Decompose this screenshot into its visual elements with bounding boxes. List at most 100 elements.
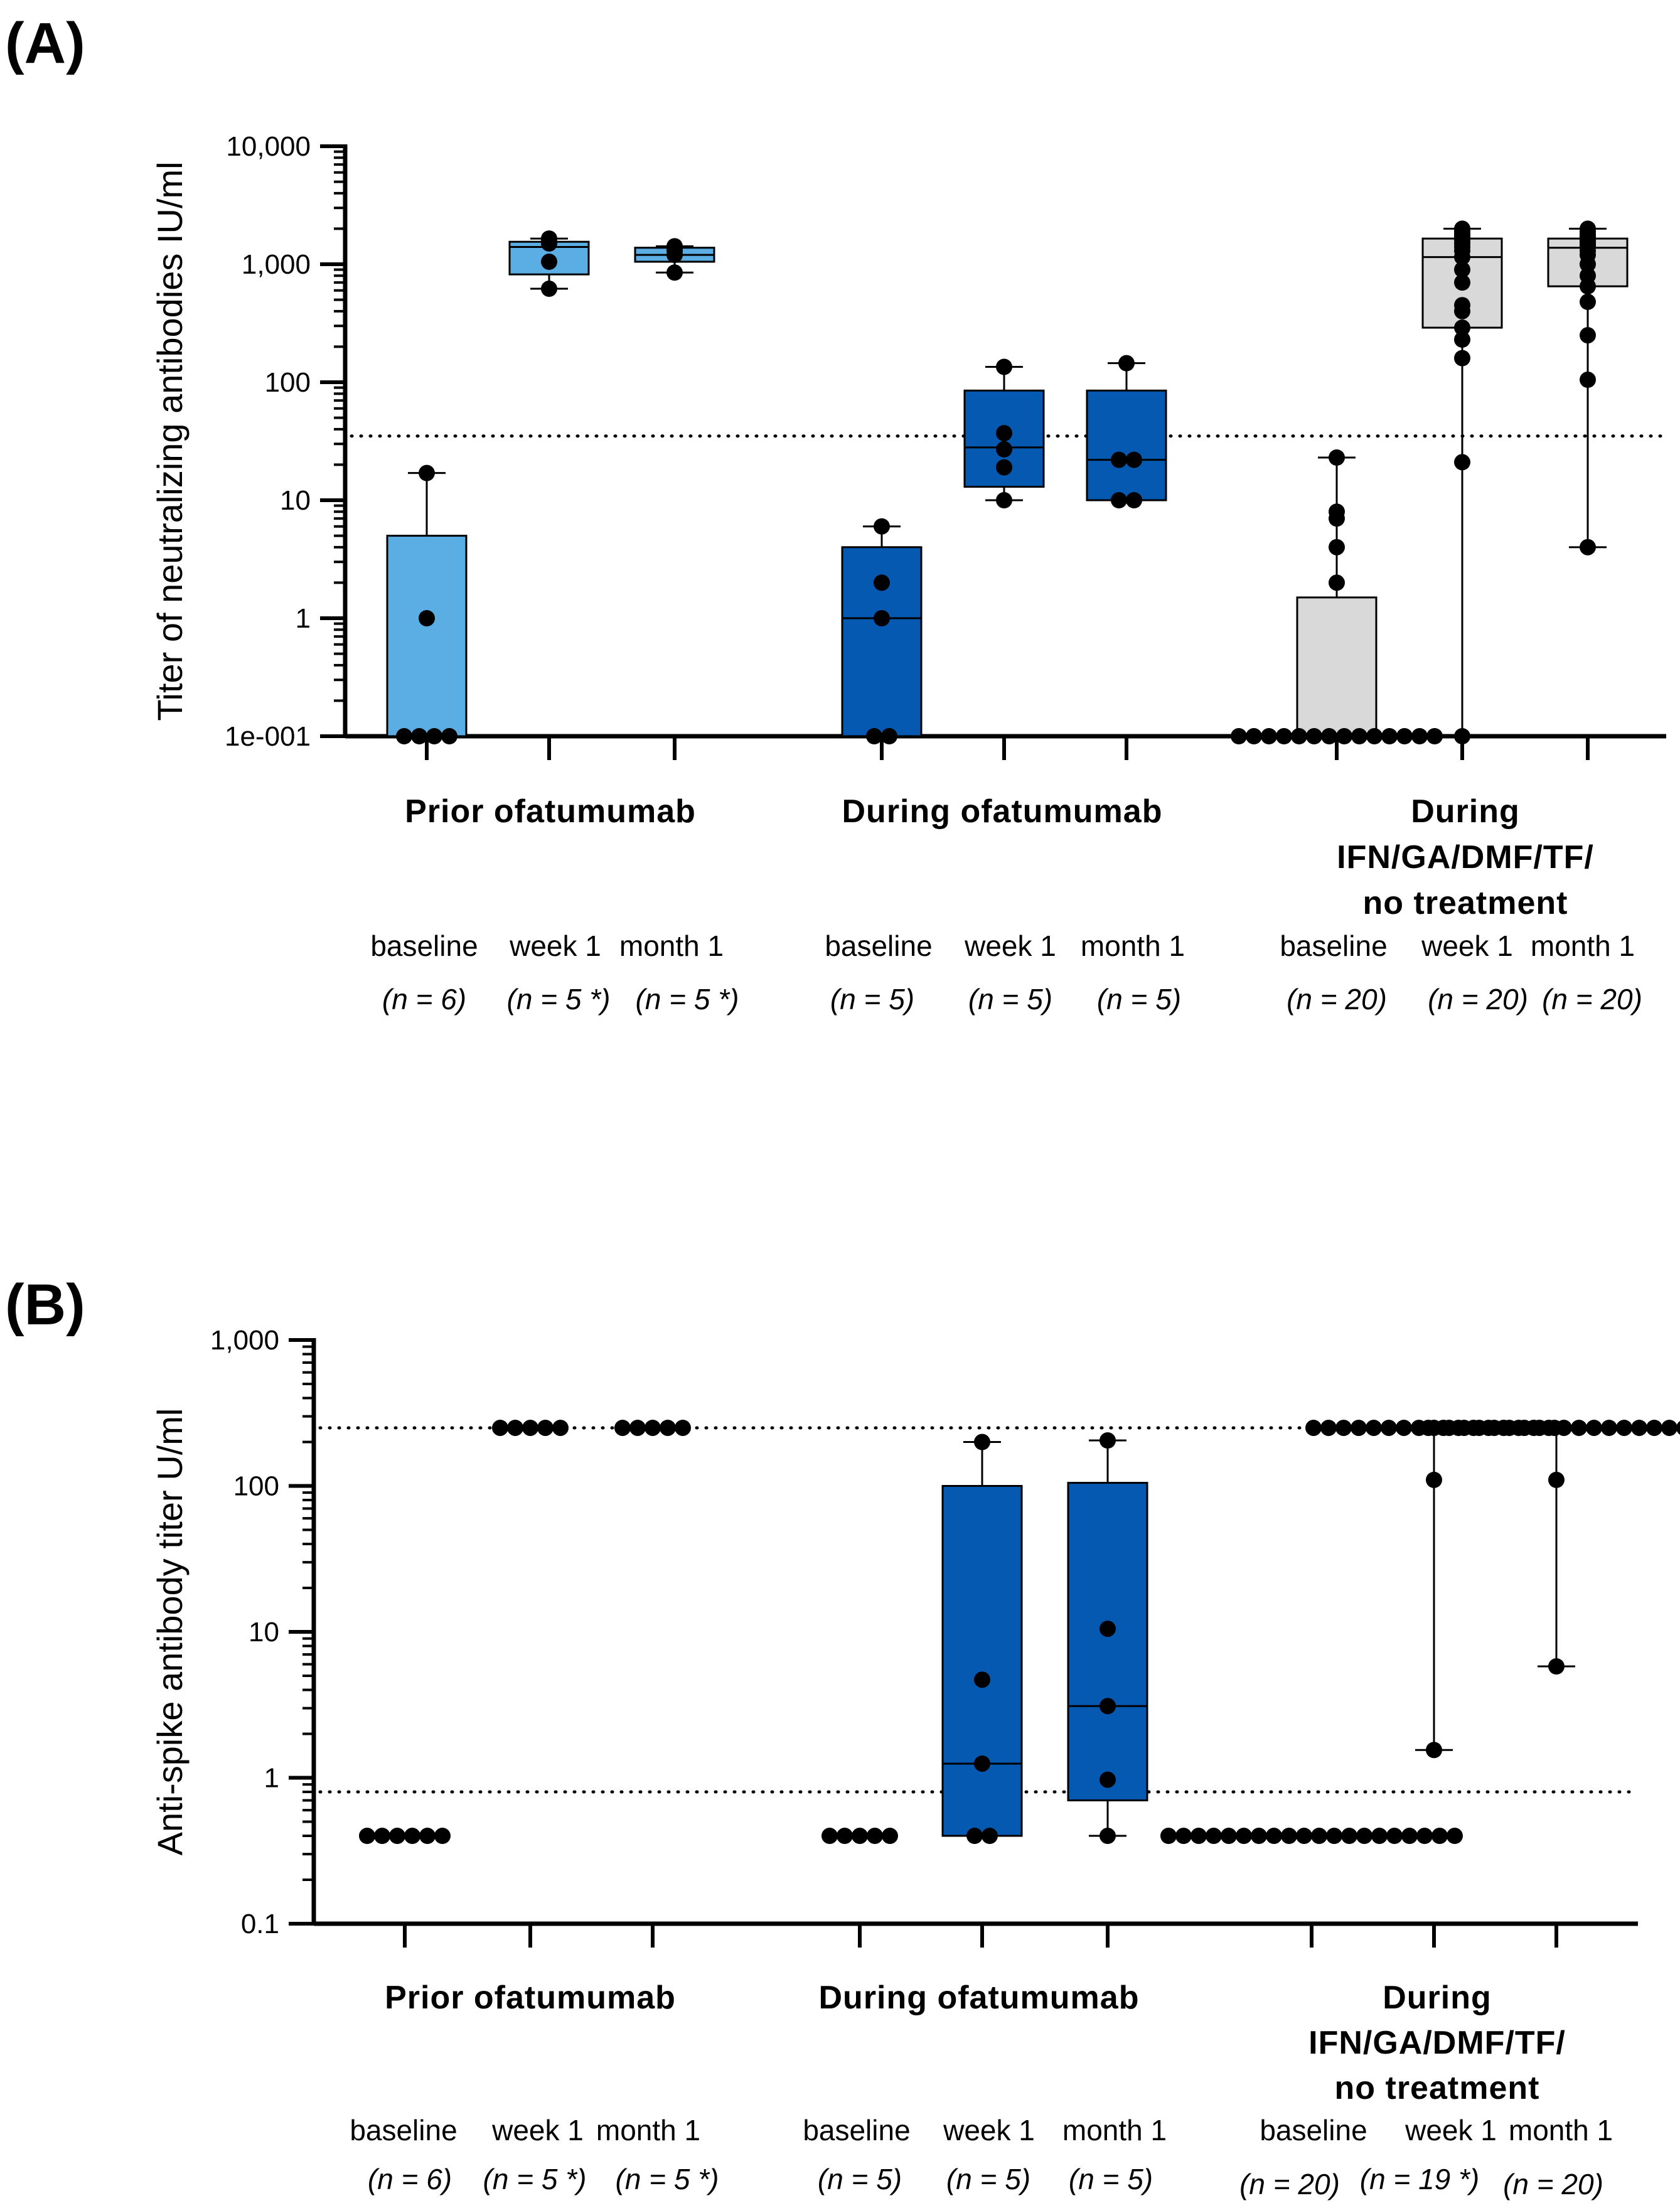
data-point (1580, 372, 1596, 389)
data-point (1435, 1419, 1452, 1436)
group-label: During ofatumumab (842, 793, 1163, 830)
data-point (1336, 728, 1352, 744)
n-label: (n = 20) (1239, 2168, 1340, 2200)
n-label: (n = 19 *) (1360, 2163, 1480, 2195)
group-label: During (1383, 1980, 1492, 2016)
data-point (1454, 728, 1470, 744)
data-point (541, 254, 557, 271)
data-point (396, 728, 412, 744)
data-point (660, 1419, 676, 1436)
n-label: (n = 5) (1097, 983, 1181, 1016)
timepoint-label: baseline (803, 2114, 910, 2147)
data-point (1351, 728, 1367, 744)
data-point (874, 610, 890, 626)
n-label: (n = 5) (830, 983, 914, 1016)
data-point (389, 1828, 405, 1845)
data-point (1465, 1419, 1482, 1436)
data-point (1329, 510, 1345, 527)
data-point (1221, 1828, 1237, 1845)
data-point (1631, 1419, 1647, 1436)
data-point (1160, 1828, 1177, 1845)
data-point (1231, 728, 1247, 744)
data-point (1411, 728, 1428, 744)
data-point (1646, 1419, 1662, 1436)
data-point (1601, 1419, 1617, 1436)
series-during-week-1 (941, 1434, 1023, 1845)
timepoint-label: month 1 (1531, 930, 1635, 962)
n-label: (n = 20) (1503, 2168, 1603, 2200)
series-prior-month-1 (634, 238, 715, 281)
series-prior-baseline (359, 1828, 451, 1845)
data-point (1454, 249, 1470, 265)
data-point (1480, 1419, 1497, 1436)
data-point (1526, 1419, 1542, 1436)
n-label: (n = 5 *) (483, 2163, 587, 2195)
data-point (1548, 1658, 1565, 1675)
data-point (1321, 728, 1337, 744)
y-tick-label: 10 (280, 485, 311, 516)
y-tick-label: 10 (249, 1617, 279, 1648)
data-point (1401, 1828, 1418, 1845)
timepoint-label: month 1 (1509, 2114, 1613, 2147)
data-point (1351, 1419, 1367, 1436)
data-point (1431, 1828, 1448, 1845)
data-point (1341, 1828, 1357, 1845)
series-prior-baseline (386, 464, 468, 744)
data-point (507, 1419, 523, 1436)
data-point (1616, 1419, 1632, 1436)
data-point (419, 464, 435, 481)
n-label: (n = 5 *) (636, 983, 739, 1016)
data-point (1580, 293, 1596, 310)
data-point (1305, 1419, 1322, 1436)
data-point (1126, 451, 1142, 468)
timepoint-label: baseline (825, 930, 932, 962)
data-point (645, 1419, 661, 1436)
data-point (1206, 1828, 1222, 1845)
data-point (1495, 1419, 1512, 1436)
data-point (614, 1419, 631, 1436)
n-label: (n = 6) (368, 2163, 452, 2195)
data-point (882, 1828, 898, 1845)
data-point (974, 1434, 990, 1450)
data-point (996, 459, 1012, 476)
data-point (666, 247, 683, 264)
data-point (404, 1828, 420, 1845)
timepoint-label: week 1 (1421, 930, 1513, 962)
data-point (1366, 728, 1383, 744)
y-tick-label: 100 (265, 367, 311, 398)
y-tick-label: 1,000 (210, 1325, 279, 1356)
data-point (1580, 278, 1596, 295)
data-point (629, 1419, 646, 1436)
data-point (1099, 1771, 1116, 1788)
n-label: (n = 20) (1542, 983, 1642, 1016)
data-point (1099, 1698, 1116, 1715)
n-label: (n = 5 *) (616, 2163, 719, 2195)
data-point (1454, 331, 1470, 348)
data-point (1420, 1419, 1437, 1436)
data-point (982, 1828, 998, 1845)
data-point (1416, 1828, 1433, 1845)
data-point (1447, 1828, 1463, 1845)
y-axis-label: Titer of neutralizing antibodies IU/ml (150, 161, 190, 721)
data-point (1548, 1471, 1565, 1488)
data-point (1450, 1419, 1467, 1436)
timepoint-label: week 1 (491, 2114, 584, 2147)
timepoint-label: month 1 (1081, 930, 1185, 962)
series-other-baseline (1231, 449, 1443, 744)
data-point (1326, 1828, 1342, 1845)
data-point (419, 610, 435, 626)
data-point (522, 1419, 538, 1436)
y-tick-label: 1e-001 (225, 721, 311, 752)
data-point (1454, 319, 1470, 336)
box (1296, 596, 1378, 737)
data-point (537, 1419, 554, 1436)
series-prior-month-1 (614, 1419, 691, 1436)
data-point (1190, 1828, 1207, 1845)
series-prior-week-1 (492, 1419, 569, 1436)
box (941, 1485, 1023, 1837)
data-point (1381, 1419, 1397, 1436)
data-point (881, 728, 897, 744)
data-point (996, 441, 1012, 458)
series-during-baseline (821, 1828, 898, 1845)
n-label: (n = 20) (1428, 983, 1528, 1016)
